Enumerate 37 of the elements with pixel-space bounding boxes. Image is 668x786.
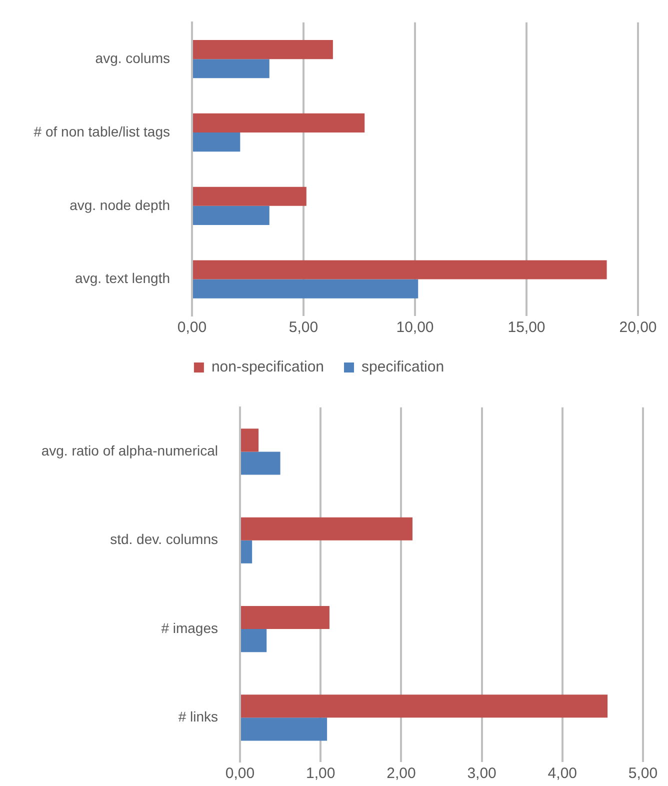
bar [241,540,252,564]
bar [193,260,607,280]
bar [241,517,412,540]
x-tick-label: 1,00 [306,765,336,782]
bar [241,629,267,652]
bar [193,132,240,152]
y-tick-label: avg. colums [95,50,170,66]
x-tick-label: 2,00 [386,765,416,782]
x-tick-label: 5,00 [628,765,658,782]
bar [193,186,306,206]
legend-label: specification [362,358,444,376]
x-tick-label: 0,00 [225,765,255,782]
y-tick-label: # images [161,620,218,636]
bar [193,206,270,225]
bar [241,694,608,718]
x-tick-label: 20,00 [619,319,657,336]
x-tick-label: 10,00 [396,319,434,336]
bar [193,59,270,78]
y-tick-label: std. dev. columns [110,531,218,548]
bar [193,40,333,60]
y-tick-label: avg. text length [75,270,170,286]
bar [241,428,259,452]
bar [241,452,280,475]
bar [193,279,418,298]
x-tick-label: 4,00 [548,765,577,782]
bar [241,606,330,630]
x-tick-label: 3,00 [467,765,496,782]
bar [241,718,328,741]
y-tick-label: avg. node depth [70,196,170,213]
y-tick-label: # of non table/list tags [34,123,170,140]
x-tick-label: 5,00 [288,319,318,336]
x-tick-label: 0,00 [177,319,207,336]
legend-label: non-specification [211,358,324,376]
y-tick-label: # links [178,708,218,725]
y-tick-label: avg. ratio of alpha-numerical [41,442,218,459]
bar [193,113,365,132]
x-tick-label: 15,00 [508,319,546,336]
